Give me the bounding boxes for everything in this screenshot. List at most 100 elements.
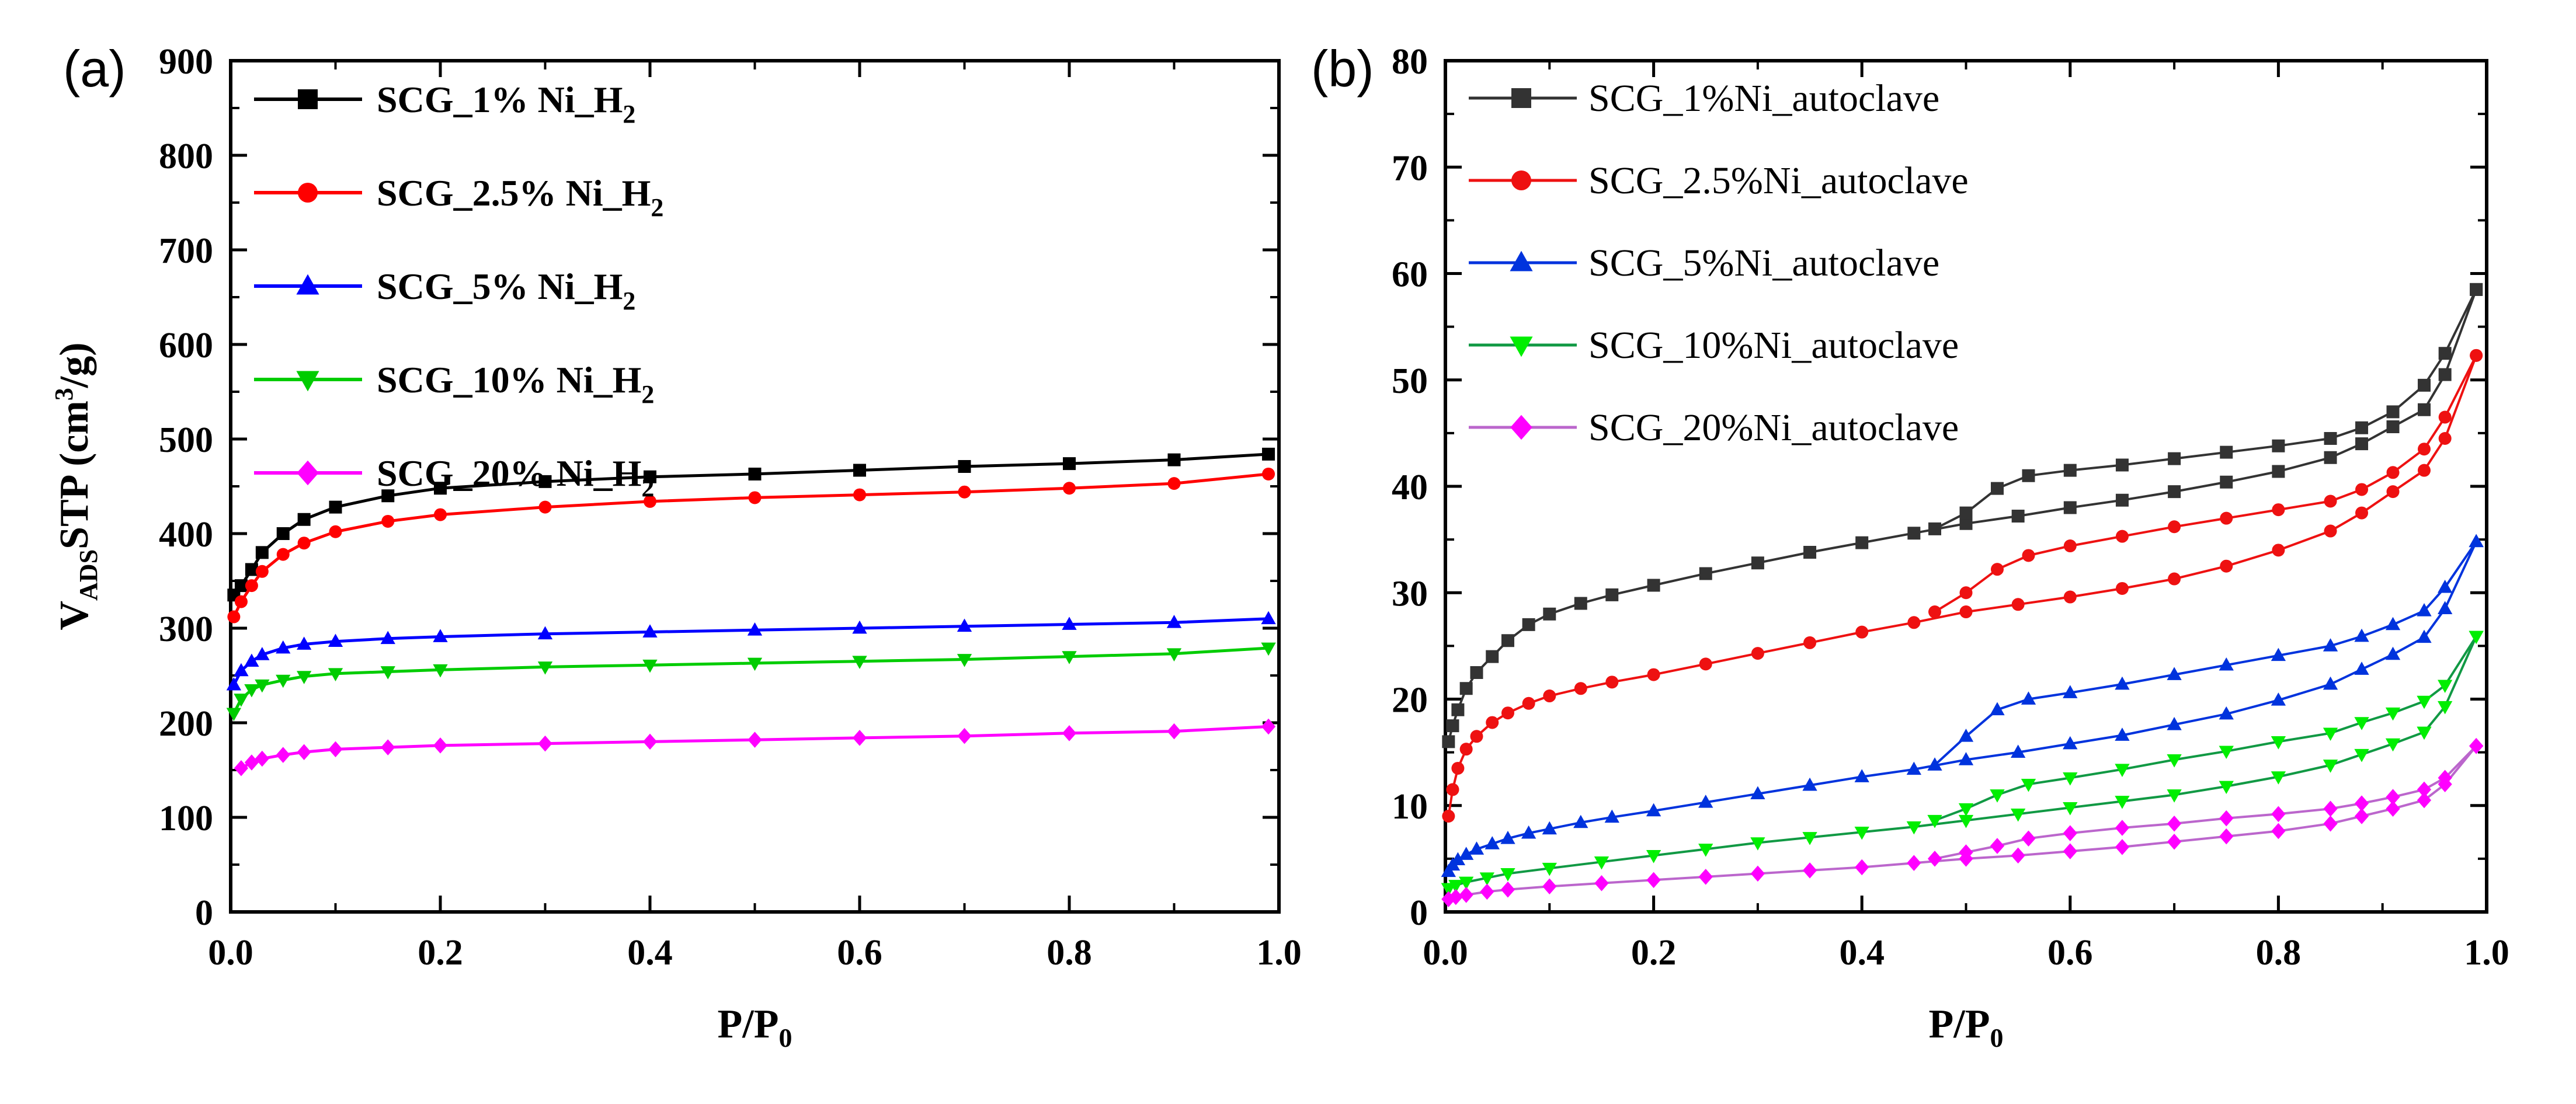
panel-b-data-point — [1802, 832, 1817, 845]
panel-a-data-point — [276, 674, 291, 688]
panel-a-data-point — [957, 727, 972, 744]
panel-b-data-point — [1802, 777, 1817, 791]
panel-a-data-point — [538, 475, 552, 488]
panel-b: 0.0 0.2 0.4 0.6 0.8 1.0 0 10 20 30 40 50 60 70 80 P/P0 (… — [1311, 40, 2509, 1053]
panel-a-data-point — [276, 527, 290, 540]
panel-b-data-point — [2438, 579, 2453, 593]
panel-a-series-2 — [227, 467, 1275, 624]
panel-b-data-point — [1605, 675, 1619, 689]
panel-b-data-point — [2438, 601, 2453, 614]
panel-b-x-tick-label: 0.2 — [1631, 933, 1677, 973]
panel-a-data-point — [957, 618, 972, 632]
panel-a-data-point — [747, 622, 763, 636]
panel-a-data-point — [642, 659, 658, 673]
panel-b-data-point — [2386, 800, 2400, 817]
panel-a-data-point — [433, 664, 448, 678]
panel-a-data-point — [329, 525, 342, 538]
panel-b-data-point — [2167, 815, 2182, 832]
panel-a-data-point — [537, 626, 553, 640]
panel-a-series-line — [240, 725, 1269, 769]
panel-b-data-point — [1699, 657, 1712, 671]
panel-b-data-point — [1928, 522, 1942, 535]
panel-b-data-point — [1854, 769, 1869, 782]
panel-a-legend-label: SCG_5% Ni_H2 — [377, 266, 635, 315]
panel-b-data-point — [2324, 524, 2337, 538]
panel-b-data-point — [2470, 283, 2483, 296]
panel-a-data-point — [245, 579, 258, 593]
panel-b-data-point — [2354, 748, 2369, 762]
panel-a-data-point — [226, 708, 242, 721]
panel-b-data-point — [2063, 685, 2078, 698]
panel-b-data-point — [2115, 820, 2130, 836]
panel-a-data-point — [1261, 718, 1276, 735]
panel-b-data-point — [1522, 618, 1535, 631]
panel-b-data-point — [2386, 420, 2400, 433]
panel-a-y-tick-label: 900 — [159, 42, 213, 82]
panel-b-data-point — [2168, 520, 2181, 534]
panel-a-data-point — [381, 489, 395, 503]
panel-b-data-point — [1907, 616, 1921, 629]
panel-b-data-point — [2386, 405, 2400, 419]
panel-a-data-point — [1166, 615, 1182, 628]
panel-b-data-point — [2386, 789, 2400, 805]
panel-b-data-point — [1750, 837, 1765, 851]
panel-b-data-point — [1442, 735, 1455, 748]
panel-b-y-tick-label: 20 — [1392, 681, 1428, 720]
panel-b-data-point — [1959, 506, 1973, 520]
panel-b-data-point — [2011, 808, 2026, 822]
panel-b-data-point — [1594, 875, 1609, 891]
panel-b-data-point — [2271, 823, 2286, 840]
panel-b-data-point — [1605, 588, 1619, 601]
panel-a-data-point — [748, 491, 762, 504]
panel-b-data-point — [2355, 506, 2369, 520]
panel-b-data-point — [1470, 666, 1483, 679]
panel-b-data-point — [1699, 567, 1712, 580]
panel-a-data-point — [297, 671, 312, 684]
panel-b-data-point — [2386, 485, 2400, 499]
panel-a-data-point — [297, 513, 311, 526]
panel-b-data-point — [1442, 809, 1455, 823]
panel-a-series-3 — [226, 611, 1276, 691]
panel-b-data-point — [2168, 485, 2181, 499]
panel-b-data-point — [2438, 347, 2452, 360]
panel-b-data-point — [2167, 667, 2182, 680]
panel-b-data-point — [1543, 607, 1556, 621]
panel-b-data-point — [2063, 802, 2078, 816]
panel-b-data-point — [2219, 781, 2234, 795]
panel-b-data-point — [2011, 598, 2025, 611]
panel-a-data-point — [1167, 477, 1181, 490]
panel-a-data-point — [434, 482, 447, 495]
panel-a-x-tick-label: 0.6 — [837, 933, 882, 973]
panel-b-data-point — [2115, 727, 2130, 741]
panel-a-data-point — [852, 620, 867, 634]
panel-a-y-tick-label: 100 — [159, 799, 213, 838]
panel-a-data-point — [853, 464, 866, 477]
panel-a-legend-marker — [296, 371, 319, 392]
panel-b-data-point — [2417, 695, 2432, 709]
panel-a-panel-label: (a) — [63, 40, 126, 97]
panel-a-x-tick-label: 0.4 — [627, 933, 673, 973]
panel-b-series-3 — [1441, 534, 2484, 877]
panel-b-data-point — [2418, 378, 2431, 392]
panel-a-data-point — [329, 500, 342, 514]
panel-b-data-point — [2063, 825, 2077, 841]
panel-b-data-point — [1698, 844, 1713, 857]
panel-b-data-point — [1486, 716, 1499, 729]
panel-b-data-point — [1446, 719, 1459, 733]
panel-a-data-point — [244, 684, 259, 698]
panel-b-data-point — [2438, 701, 2453, 715]
panel-b-legend-marker — [1511, 170, 1531, 190]
panel-b-data-point — [2272, 439, 2285, 452]
panel-b-data-point — [2063, 501, 2077, 514]
panel-b-adsorption-line — [1448, 636, 2478, 890]
panel-b-data-point — [1646, 872, 1661, 889]
panel-b-data-point — [1958, 752, 1974, 765]
panel-b-data-point — [2470, 349, 2483, 362]
panel-b-legend-label: SCG_10%Ni_autoclave — [1588, 324, 1959, 367]
panel-b-data-point — [2063, 772, 2078, 786]
panel-a-data-point — [381, 514, 395, 528]
panel-b-data-point — [2021, 830, 2036, 847]
panel-a-x-tick-label: 0.8 — [1047, 933, 1092, 973]
panel-b-data-point — [1750, 786, 1765, 800]
panel-b-data-point — [1448, 880, 1463, 893]
